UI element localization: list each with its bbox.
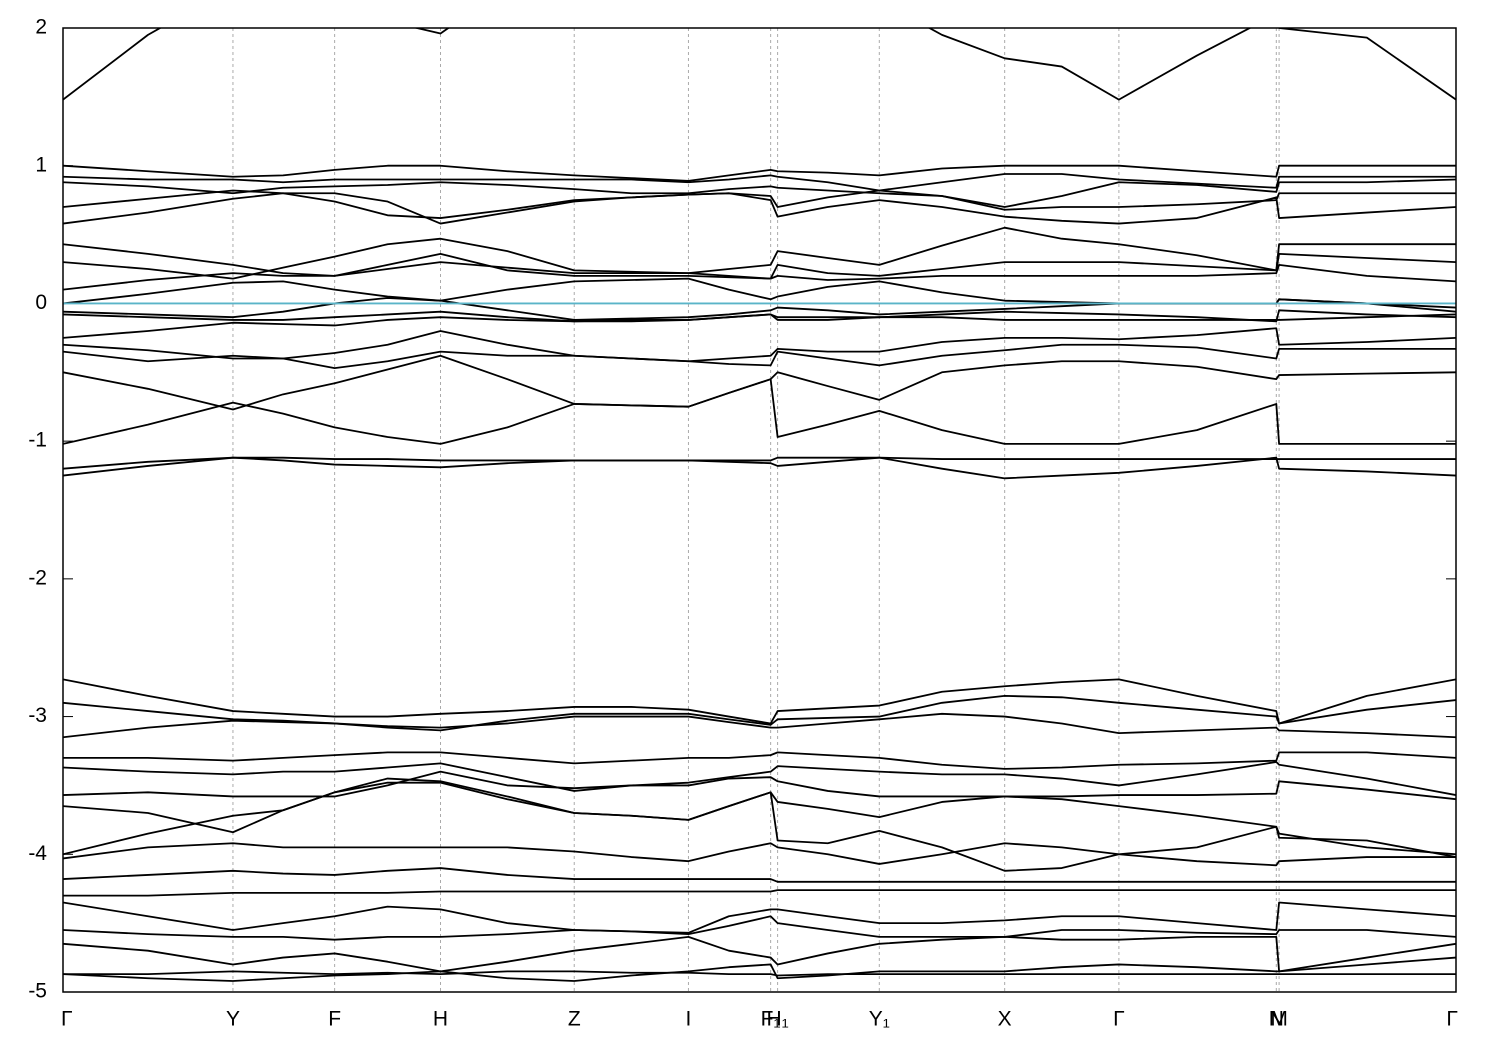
band-line: [63, 915, 1456, 941]
y-tick-label: -4: [28, 842, 47, 865]
band-line: [63, 761, 1456, 796]
band-line: [63, 378, 1456, 445]
x-tick-label: Y: [226, 1008, 240, 1031]
band-line: [63, 901, 1456, 934]
x-tick-label: F₁: [761, 1008, 781, 1031]
x-tick-label: Z: [568, 1008, 581, 1031]
band-line: [63, 173, 1456, 192]
band-line: [63, 164, 1456, 182]
x-tick-label: Γ: [1113, 1008, 1125, 1031]
y-tick-label: 0: [35, 291, 47, 314]
band-line: [63, 889, 1456, 897]
x-tick-label: Γ: [1446, 1008, 1458, 1031]
x-tick-label: I: [686, 1008, 692, 1031]
bands-layer: [63, 28, 1456, 982]
band-line: [63, 751, 1456, 770]
band-line: [63, 712, 1456, 739]
band-line: [63, 956, 1456, 982]
x-tick-label: X: [998, 1008, 1012, 1031]
x-tick-label: M: [1270, 1008, 1288, 1031]
x-tick-label: N: [1269, 1008, 1284, 1031]
band-line: [63, 842, 1456, 867]
band-line: [63, 178, 1456, 208]
y-tick-label: -3: [28, 704, 47, 727]
band-line: [63, 192, 1456, 225]
band-line: [63, 456, 1456, 470]
band-line: [63, 936, 1456, 973]
plot-frame: [62, 27, 1457, 993]
band-line: [63, 781, 1456, 872]
band-line: [63, 237, 1456, 280]
band-line: [63, 252, 1456, 291]
band-line: [63, 327, 1456, 363]
y-tick-label: -5: [28, 980, 47, 1003]
band-line: [63, 297, 1456, 321]
band-line: [63, 970, 1456, 977]
band-line: [63, 678, 1456, 725]
band-line: [63, 777, 1456, 856]
x-tick-label: Y₁: [869, 1008, 890, 1031]
grid-layer: [62, 27, 1457, 993]
band-line: [63, 189, 1456, 219]
x-tick-label: F: [328, 1008, 341, 1031]
x-tick-label: Γ: [61, 1008, 73, 1031]
band-line: [63, 28, 1456, 101]
y-tick-label: -2: [28, 566, 47, 589]
x-tick-label: H: [433, 1008, 448, 1031]
x-tick-label: H₁: [766, 1008, 788, 1031]
y-tick-label: 1: [35, 153, 47, 176]
band-line: [63, 867, 1456, 883]
y-tick-label: -1: [28, 429, 47, 452]
band-line: [63, 770, 1456, 801]
band-line: [63, 343, 1456, 370]
y-tick-label: 2: [35, 16, 47, 39]
band-line: [63, 456, 1456, 480]
band-line: [63, 313, 1456, 339]
